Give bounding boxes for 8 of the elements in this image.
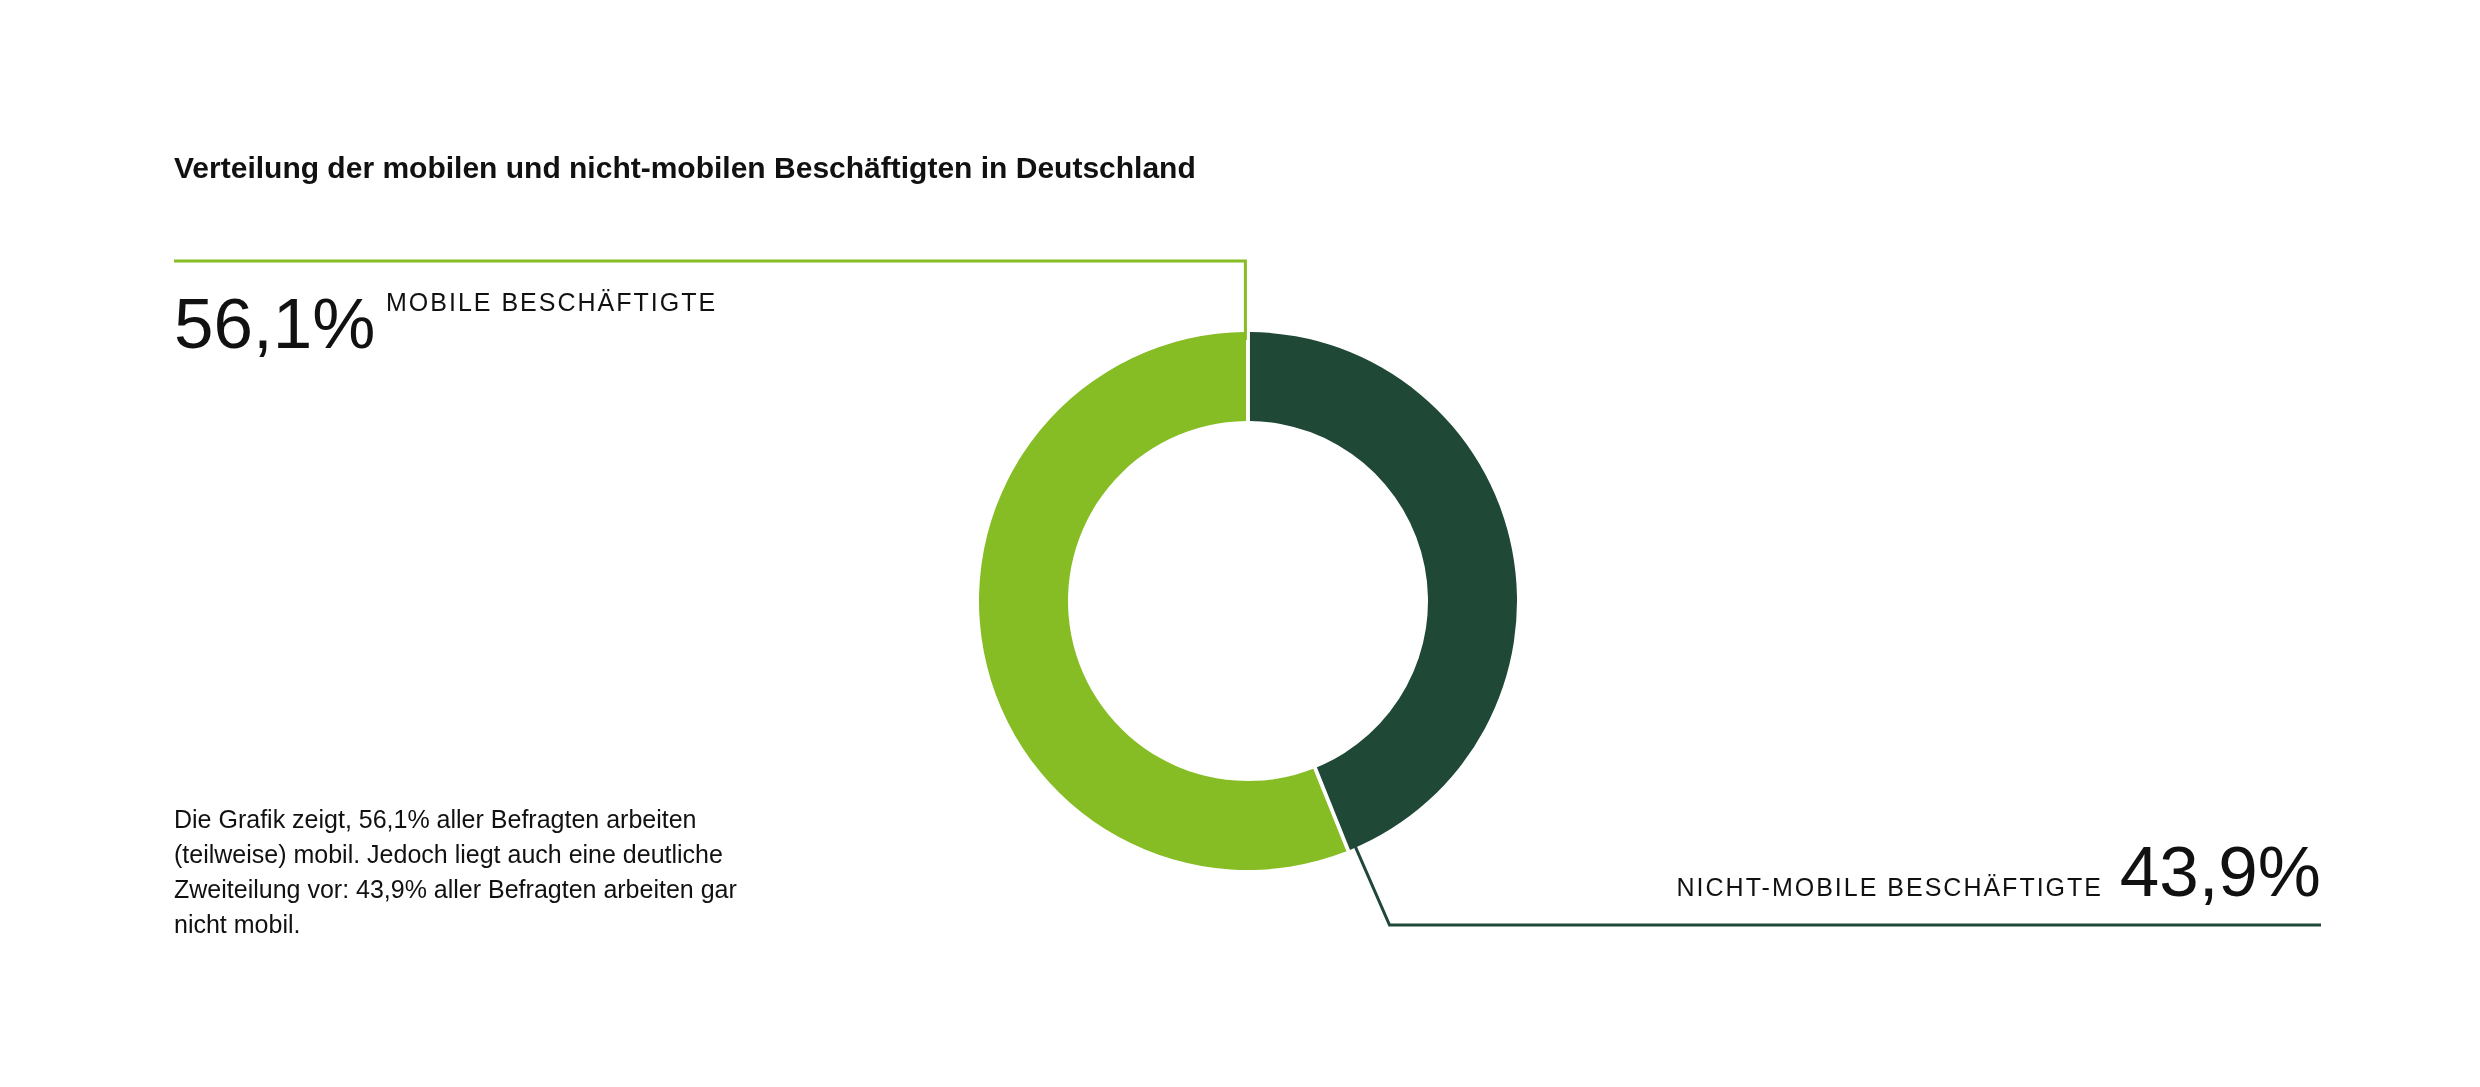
slice-label: NICHT-MOBILE BESCHÄFTIGTE xyxy=(1676,873,2103,901)
donut-slice xyxy=(1249,332,1517,850)
slice-label: MOBILE BESCHÄFTIGTE xyxy=(386,288,718,316)
donut-slice xyxy=(979,332,1347,870)
data-label: 43,9% xyxy=(2119,832,2321,911)
chart-title: Verteilung der mobilen und nicht-mobilen Beschäftigten in Deutschland xyxy=(174,151,1196,184)
text: Die Grafik zeigt, 56,1% aller Befragten arbeiten (teilweise) mobil. Jedoch liegt auch eine deutliche Zweiteilung vor: 43,9% aller Befragten arbeiten gar nicht mobil. xyxy=(174,805,737,938)
data-label: 56,1% xyxy=(174,284,376,363)
